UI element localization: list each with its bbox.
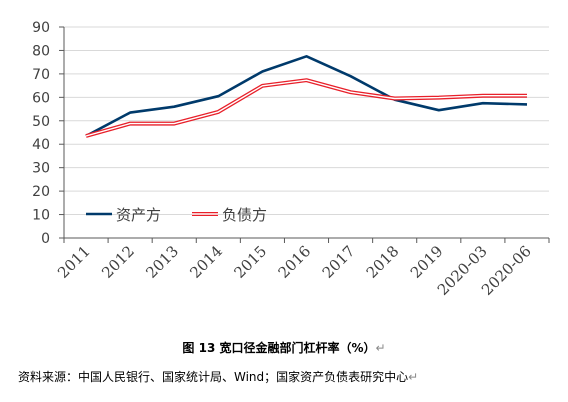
x-tick-label: 2012 [98,242,138,282]
figure-caption: 图 13 宽口径金融部门杠杆率（%）↵ [0,339,568,356]
legend-label: 负债方 [222,206,267,224]
y-tick-label: 0 [41,231,50,247]
x-tick-label: 2017 [319,242,359,282]
y-tick-label: 60 [32,90,50,106]
series-2 [85,78,527,138]
x-tick-label: 2019 [407,242,447,282]
x-tick-labels: 2011 2012 2013 2014 2015 2016 2017 2018 20192020… [54,242,535,299]
legend-label: 资产方 [116,206,161,224]
series-line [85,54,528,138]
legend-item: 资产方 [86,206,161,224]
y-tick-label: 50 [32,114,50,130]
y-tick-label: 30 [32,161,50,177]
series-line-outer [85,78,527,138]
legend-item: 负债方 [192,206,267,224]
gridlines [64,26,549,216]
x-tick-label: 2014 [186,242,226,282]
leverage-line-chart: 0 10 20 30 40 50 60 70 80 90 2011 2012 2013 2014 2015… [32,20,550,299]
paragraph-mark: ↵ [375,341,386,355]
y-tick-labels: 0 10 20 30 40 50 60 70 80 90 [32,20,50,247]
x-tick-label: 2016 [275,242,315,282]
y-tick-label: 90 [32,20,50,36]
axes [59,26,550,243]
source-note: 资料来源：中国人民银行、国家统计局、Wind；国家资产负债表研究中心↵ [18,368,418,385]
x-tick-label: 2011 [54,242,94,282]
y-tick-label: 20 [32,184,50,200]
y-tick-label: 80 [32,43,50,59]
caption-text: 图 13 宽口径金融部门杠杆率（%） [182,341,376,355]
x-tick-label: 2018 [363,242,403,282]
x-tick-label: 2013 [142,242,182,282]
paragraph-mark: ↵ [408,370,419,384]
series-1 [85,54,528,138]
source-text: 资料来源：中国人民银行、国家统计局、Wind；国家资产负债表研究中心 [18,370,409,384]
y-tick-label: 70 [32,67,50,83]
y-tick-label: 10 [32,208,50,224]
y-tick-label: 40 [32,137,50,153]
series-lines [85,54,528,138]
x-tick-label: 2015 [231,242,271,282]
series-line-inner [85,79,527,137]
legend: 资产方 负债方 [86,206,267,224]
